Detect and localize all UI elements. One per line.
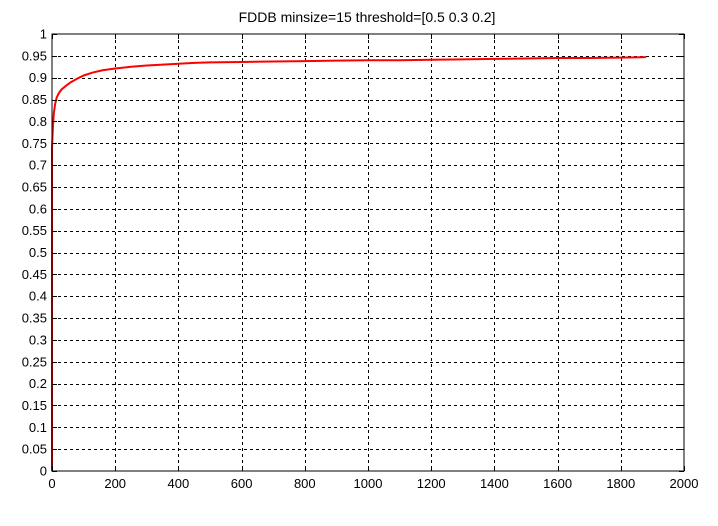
tick-labels: 0 200 400 600 800 1000 1200 1400 1600 1800 2000 0 0.… bbox=[22, 27, 699, 492]
series-layer bbox=[51, 56, 647, 471]
y-tick-label: 0.15 bbox=[22, 398, 47, 413]
x-tick-label: 600 bbox=[231, 476, 253, 491]
y-tick-label: 0.9 bbox=[29, 70, 47, 85]
x-tick-label: 1400 bbox=[480, 476, 509, 491]
y-tick-label: 0.6 bbox=[29, 201, 47, 216]
x-tick-label: 200 bbox=[104, 476, 126, 491]
y-tick-label: 0.05 bbox=[22, 442, 47, 457]
y-tick-label: 0.25 bbox=[22, 354, 47, 369]
x-tick-label: 800 bbox=[294, 476, 316, 491]
x-tick-label: 400 bbox=[168, 476, 190, 491]
y-tick-label: 0.85 bbox=[22, 92, 47, 107]
y-tick-label: 0.45 bbox=[22, 267, 47, 282]
x-tick-label: 1800 bbox=[606, 476, 635, 491]
y-tick-label: 0.3 bbox=[29, 332, 47, 347]
x-tick-label: 1200 bbox=[417, 476, 446, 491]
x-tick-label: 2000 bbox=[670, 476, 699, 491]
y-tick-label: 0.8 bbox=[29, 114, 47, 129]
y-tick-label: 0.55 bbox=[22, 223, 47, 238]
y-tick-label: 0.4 bbox=[29, 289, 47, 304]
y-tick-label: 0.95 bbox=[22, 48, 47, 63]
series-line bbox=[51, 56, 647, 471]
y-tick-label: 0.65 bbox=[22, 179, 47, 194]
y-tick-label: 0.5 bbox=[29, 245, 47, 260]
chart-title: FDDB minsize=15 threshold=[0.5 0.3 0.2] bbox=[239, 9, 496, 25]
ticks bbox=[52, 34, 685, 472]
y-tick-label: 0.75 bbox=[22, 136, 47, 151]
x-tick-label: 0 bbox=[48, 476, 55, 491]
x-tick-label: 1600 bbox=[543, 476, 572, 491]
grid bbox=[52, 34, 684, 471]
y-tick-label: 0.35 bbox=[22, 311, 47, 326]
y-tick-label: 0 bbox=[40, 464, 47, 479]
y-tick-label: 0.2 bbox=[29, 376, 47, 391]
y-tick-label: 0.1 bbox=[29, 420, 47, 435]
y-tick-label: 0.7 bbox=[29, 158, 47, 173]
y-tick-label: 1 bbox=[40, 27, 47, 42]
x-tick-label: 1000 bbox=[354, 476, 383, 491]
